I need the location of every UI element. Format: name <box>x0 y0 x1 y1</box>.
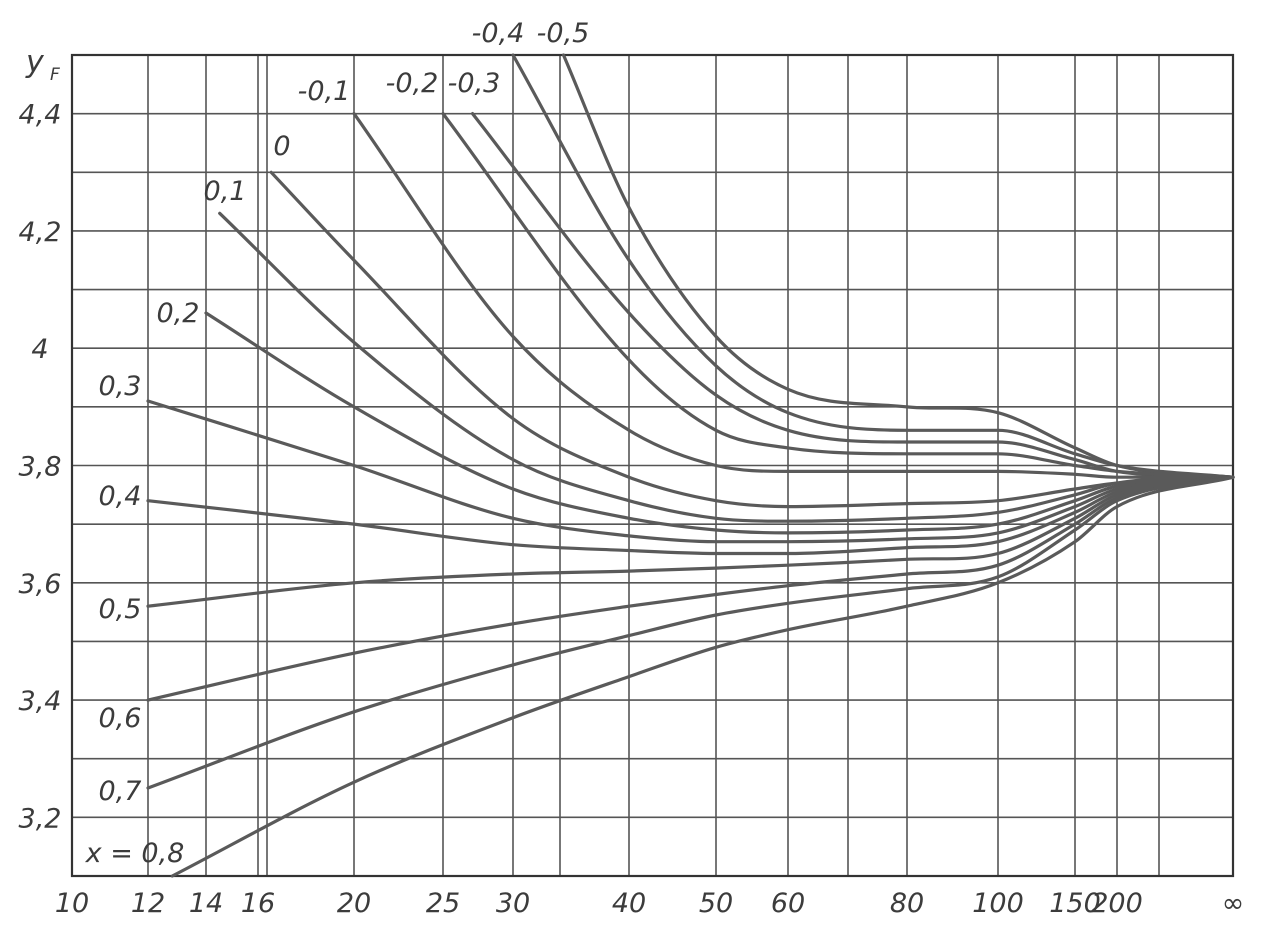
x-tick-label: 40 <box>612 888 646 919</box>
series-line <box>170 475 1235 878</box>
series-label: 0,6 <box>99 703 142 734</box>
x-tick-label: 50 <box>699 888 733 919</box>
series-label: 0,7 <box>99 776 142 807</box>
series-label: -0,3 <box>448 68 501 99</box>
series-line <box>269 170 1235 509</box>
series-line <box>146 475 1235 608</box>
x-tick-label: 25 <box>426 888 460 919</box>
series-label: 0,5 <box>99 594 142 625</box>
series-line <box>146 475 1235 790</box>
series-line <box>352 112 1235 479</box>
x-tick-label: 100 <box>972 888 1024 919</box>
x-tick-label: 14 <box>189 888 223 919</box>
x-tick-label: 30 <box>496 888 530 919</box>
x-tick-label: 80 <box>890 888 924 919</box>
x-tick-label: 16 <box>241 888 275 919</box>
series-line <box>146 475 1235 702</box>
x-tick-label: 12 <box>131 888 165 919</box>
x-tick-label: 60 <box>771 888 805 919</box>
series-line <box>441 112 1235 479</box>
series-line <box>470 112 1235 479</box>
series-line <box>511 53 1235 479</box>
y-tick-label: 3,8 <box>19 452 62 483</box>
series-line <box>218 211 1235 523</box>
series-line <box>561 53 1235 479</box>
series-label: 0,2 <box>157 298 200 329</box>
series-label: -0,1 <box>298 76 351 107</box>
y-axis-title-subscript: F <box>50 65 60 85</box>
y-tick-label: 3,2 <box>19 803 62 834</box>
series-line <box>146 475 1235 556</box>
plot-frame <box>70 53 1235 878</box>
series-label: 0,4 <box>99 481 142 512</box>
series-label: 0 <box>273 131 290 162</box>
series-label: -0,2 <box>386 68 439 99</box>
series-line <box>204 311 1235 535</box>
y-tick-label: 4 <box>31 334 48 365</box>
series-label: -0,5 <box>537 18 590 49</box>
y-tick-label: 4,2 <box>19 217 62 248</box>
series-label: 0,3 <box>99 371 142 402</box>
x-tick-label: 200 <box>1091 888 1143 919</box>
x-tick-label: 150 <box>1049 888 1101 919</box>
x-tick-label: ∞ <box>1222 888 1245 919</box>
y-tick-label: 3,6 <box>19 569 62 600</box>
series-label: x = 0,8 <box>85 838 185 869</box>
series-line <box>146 399 1235 544</box>
curves <box>146 53 1235 878</box>
series-label: 0,1 <box>204 176 247 207</box>
x-tick-label: 20 <box>337 888 371 919</box>
x-tick-label: 10 <box>55 888 89 919</box>
y-axis-title: y <box>25 45 45 80</box>
y-tick-label: 4,4 <box>19 100 62 131</box>
series-label: -0,4 <box>472 18 525 49</box>
y-tick-label: 3,4 <box>19 686 62 717</box>
